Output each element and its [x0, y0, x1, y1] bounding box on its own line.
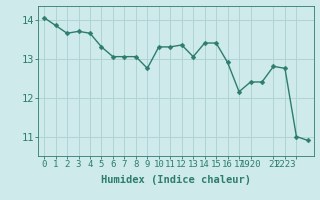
- X-axis label: Humidex (Indice chaleur): Humidex (Indice chaleur): [101, 175, 251, 185]
